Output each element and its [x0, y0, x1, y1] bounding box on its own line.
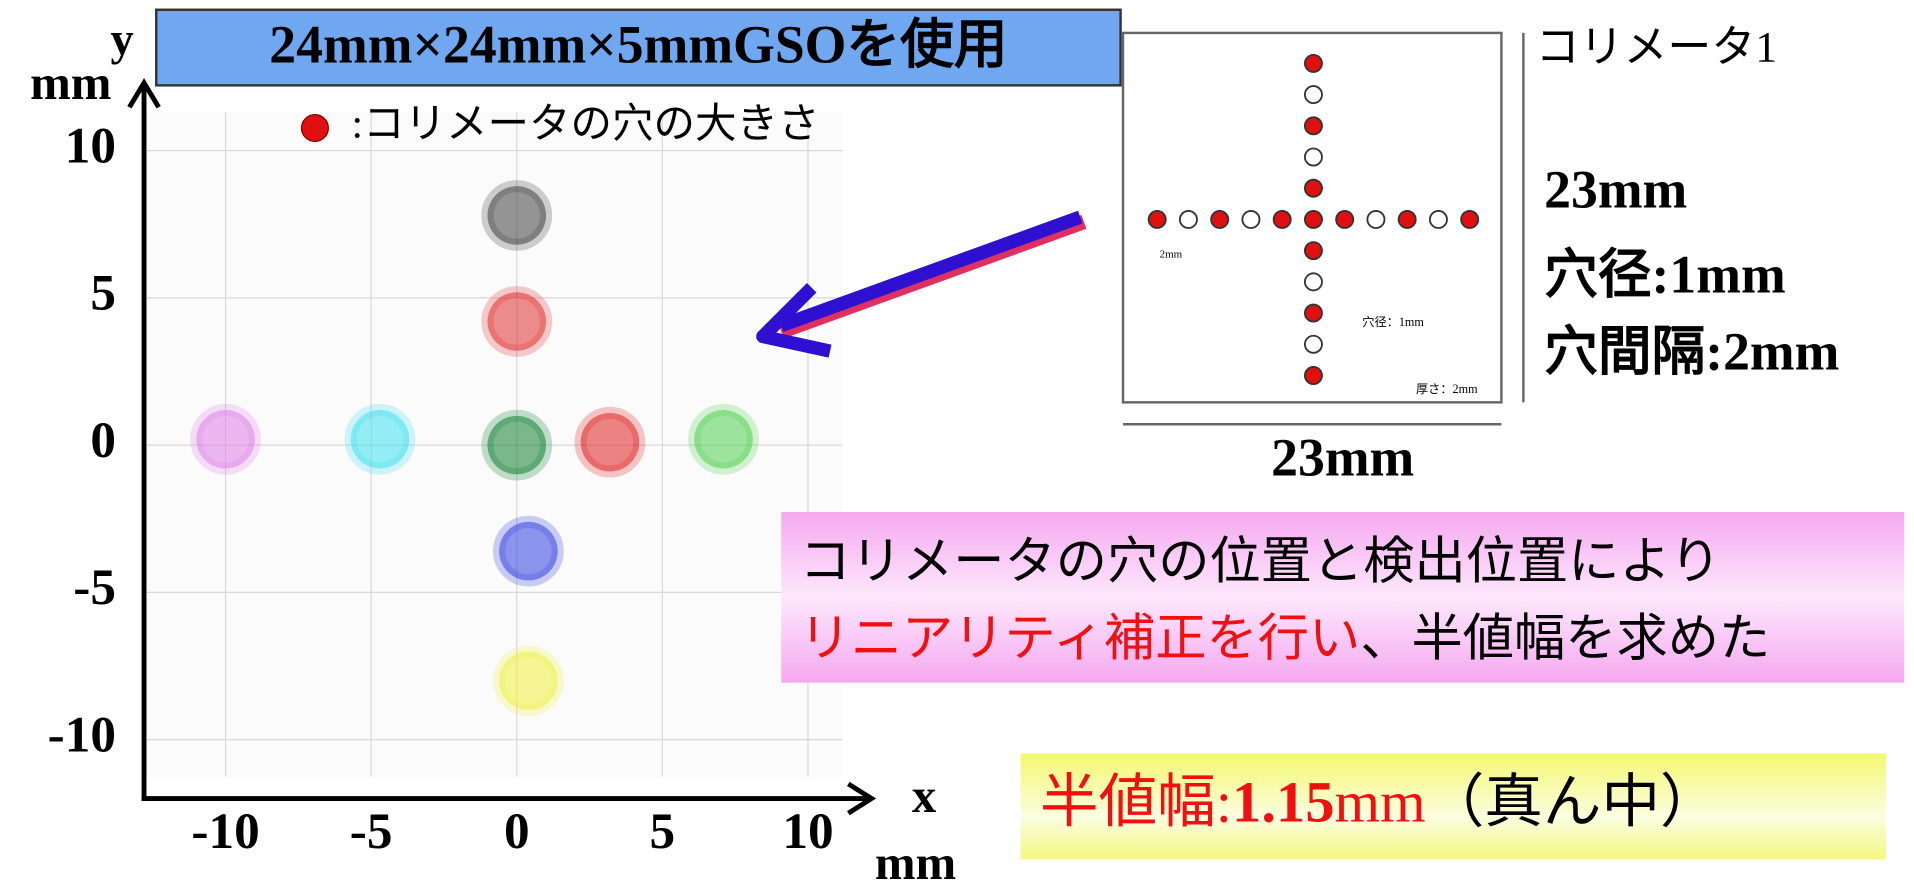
- result-value: 1.15: [1232, 770, 1335, 835]
- y-tick-label: 0: [90, 412, 116, 469]
- hole-filled: [1461, 211, 1478, 228]
- hole-filled: [1274, 211, 1291, 228]
- hole-open: [1305, 86, 1322, 103]
- small-label: 厚さ：2mm: [1416, 382, 1478, 396]
- x-tick-label: 10: [782, 803, 833, 860]
- hole-filled: [1211, 211, 1228, 228]
- hole-open: [1180, 211, 1197, 228]
- hole-filled: [1305, 242, 1322, 259]
- spec: 穴径:1mm: [1544, 245, 1786, 305]
- x-tick-label: -5: [350, 803, 393, 860]
- small-label: 穴径：1mm: [1362, 314, 1424, 329]
- x-label: x: [912, 769, 937, 823]
- cluster: [196, 410, 255, 469]
- collimator-name: コリメータ1: [1536, 23, 1778, 71]
- y-tick-label: 10: [65, 117, 116, 174]
- cluster: [351, 410, 410, 469]
- hole-open: [1305, 148, 1322, 165]
- cluster: [581, 413, 640, 472]
- slide: x mm y mm 24mm×24mm×5mmGSOを使用 :コリメータの穴の大…: [0, 0, 1914, 890]
- y-label: y: [110, 15, 133, 66]
- hole-filled: [1305, 211, 1322, 228]
- note-highlight: リニアリティ補正を行い: [800, 610, 1361, 667]
- legend-dot: [302, 115, 329, 142]
- small-label: 2mm: [1160, 248, 1183, 260]
- y-tick-label: -10: [48, 706, 116, 763]
- hole-open: [1305, 273, 1322, 290]
- cluster: [499, 651, 558, 710]
- x-tick-label: 0: [504, 803, 530, 860]
- cluster: [499, 522, 558, 581]
- cluster: [487, 186, 546, 245]
- title: 24mm×24mm×5mmGSOを使用: [269, 14, 1007, 74]
- x-tick-label: -10: [191, 803, 259, 860]
- hole-open: [1367, 211, 1384, 228]
- result-unit: mm: [1335, 770, 1426, 835]
- result: 半値幅:1.15mm（真ん中）: [1040, 770, 1719, 835]
- hole-filled: [1305, 367, 1322, 384]
- note-text: 、半値幅を求めた: [1360, 610, 1770, 667]
- dim-label: 23mm: [1544, 159, 1687, 219]
- cluster: [487, 292, 546, 351]
- page: {"header":{"title":"24mm×24mm×5mmGSOを使用"…: [0, 0, 1914, 890]
- result-label: 半値幅:: [1040, 770, 1232, 835]
- result-suffix: （真ん中）: [1426, 770, 1719, 835]
- note-line: コリメータの穴の位置と検出位置により: [800, 534, 1721, 591]
- hole-open: [1305, 336, 1322, 353]
- note-line: リニアリティ補正を行い、半値幅を求めた: [800, 610, 1771, 667]
- spec: 穴間隔:2mm: [1544, 322, 1839, 382]
- hole-filled: [1305, 55, 1322, 72]
- x-tick-label: 5: [650, 803, 676, 860]
- y-tick-label: -5: [73, 559, 116, 616]
- dim-label: 23mm: [1271, 428, 1414, 488]
- y-unit: mm: [30, 56, 111, 110]
- hole-open: [1242, 211, 1259, 228]
- cluster: [694, 410, 753, 469]
- hole-open: [1430, 211, 1447, 228]
- hole-filled: [1399, 211, 1416, 228]
- hole-filled: [1305, 305, 1322, 322]
- hole-filled: [1305, 180, 1322, 197]
- hole-filled: [1336, 211, 1353, 228]
- hole-filled: [1149, 211, 1166, 228]
- y-tick-label: 5: [90, 265, 116, 322]
- hole-filled: [1305, 117, 1322, 134]
- cluster: [487, 416, 546, 475]
- x-unit: mm: [875, 836, 956, 890]
- legend-text: :コリメータの穴の大きさ: [352, 101, 820, 147]
